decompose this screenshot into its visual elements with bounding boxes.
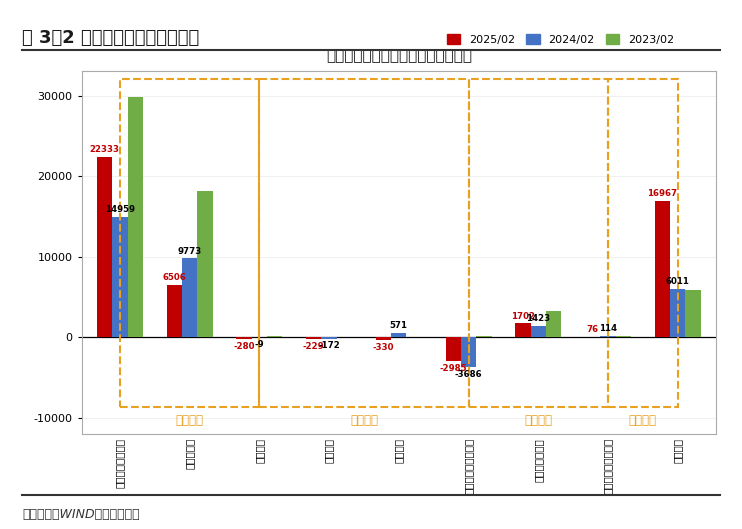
Bar xyxy=(375,337,391,340)
Text: 1702: 1702 xyxy=(511,312,535,321)
Bar xyxy=(391,333,407,337)
Bar xyxy=(608,79,677,407)
Text: 9773: 9773 xyxy=(177,247,202,256)
Bar xyxy=(260,79,468,407)
Bar xyxy=(97,157,112,337)
Text: 14959: 14959 xyxy=(105,205,135,214)
Text: 22333: 22333 xyxy=(90,145,119,154)
Text: 16967: 16967 xyxy=(647,189,677,198)
Text: -280: -280 xyxy=(233,342,255,351)
Bar xyxy=(445,337,461,361)
Text: 76: 76 xyxy=(587,325,599,334)
Bar xyxy=(616,335,631,337)
Bar xyxy=(670,289,686,337)
Bar xyxy=(112,217,128,337)
Title: 社会融资规模结构：当月值（亿元）: 社会融资规模结构：当月值（亿元） xyxy=(326,48,472,63)
Bar xyxy=(167,285,182,337)
Text: 政府债券: 政府债券 xyxy=(628,414,657,427)
Text: -9: -9 xyxy=(255,340,264,349)
Bar xyxy=(546,312,561,337)
Bar xyxy=(476,335,491,337)
Bar xyxy=(515,323,531,337)
Text: 直接融资: 直接融资 xyxy=(525,414,552,427)
Bar xyxy=(585,336,600,337)
Bar xyxy=(686,290,700,337)
Text: 114: 114 xyxy=(599,324,617,333)
Bar xyxy=(468,79,608,407)
Text: -330: -330 xyxy=(372,343,394,352)
Bar xyxy=(461,337,476,367)
Text: 6506: 6506 xyxy=(162,273,186,282)
Legend: 2025/02, 2024/02, 2023/02: 2025/02, 2024/02, 2023/02 xyxy=(442,30,679,49)
Text: 1423: 1423 xyxy=(526,314,551,323)
Bar xyxy=(531,326,546,337)
Bar xyxy=(182,259,197,337)
Bar xyxy=(128,97,143,337)
Bar xyxy=(197,191,213,337)
Text: 表外融资: 表外融资 xyxy=(350,414,378,427)
Text: 图 3：2 月新增社会融资规模结构: 图 3：2 月新增社会融资规模结构 xyxy=(22,29,200,47)
Text: -172: -172 xyxy=(318,341,340,350)
Bar xyxy=(237,337,252,340)
Bar xyxy=(321,337,337,339)
Bar xyxy=(654,200,670,337)
Text: -2985: -2985 xyxy=(439,364,467,373)
Bar xyxy=(600,336,616,337)
Text: -3686: -3686 xyxy=(455,370,482,379)
Bar xyxy=(120,79,260,407)
Text: 资料来源：WIND，财信研究院: 资料来源：WIND，财信研究院 xyxy=(22,508,140,521)
Text: 6011: 6011 xyxy=(666,277,689,286)
Bar xyxy=(267,336,283,337)
Text: 571: 571 xyxy=(390,321,408,330)
Text: -229: -229 xyxy=(303,342,324,351)
Bar xyxy=(306,337,321,339)
Text: 表内融资: 表内融资 xyxy=(176,414,203,427)
